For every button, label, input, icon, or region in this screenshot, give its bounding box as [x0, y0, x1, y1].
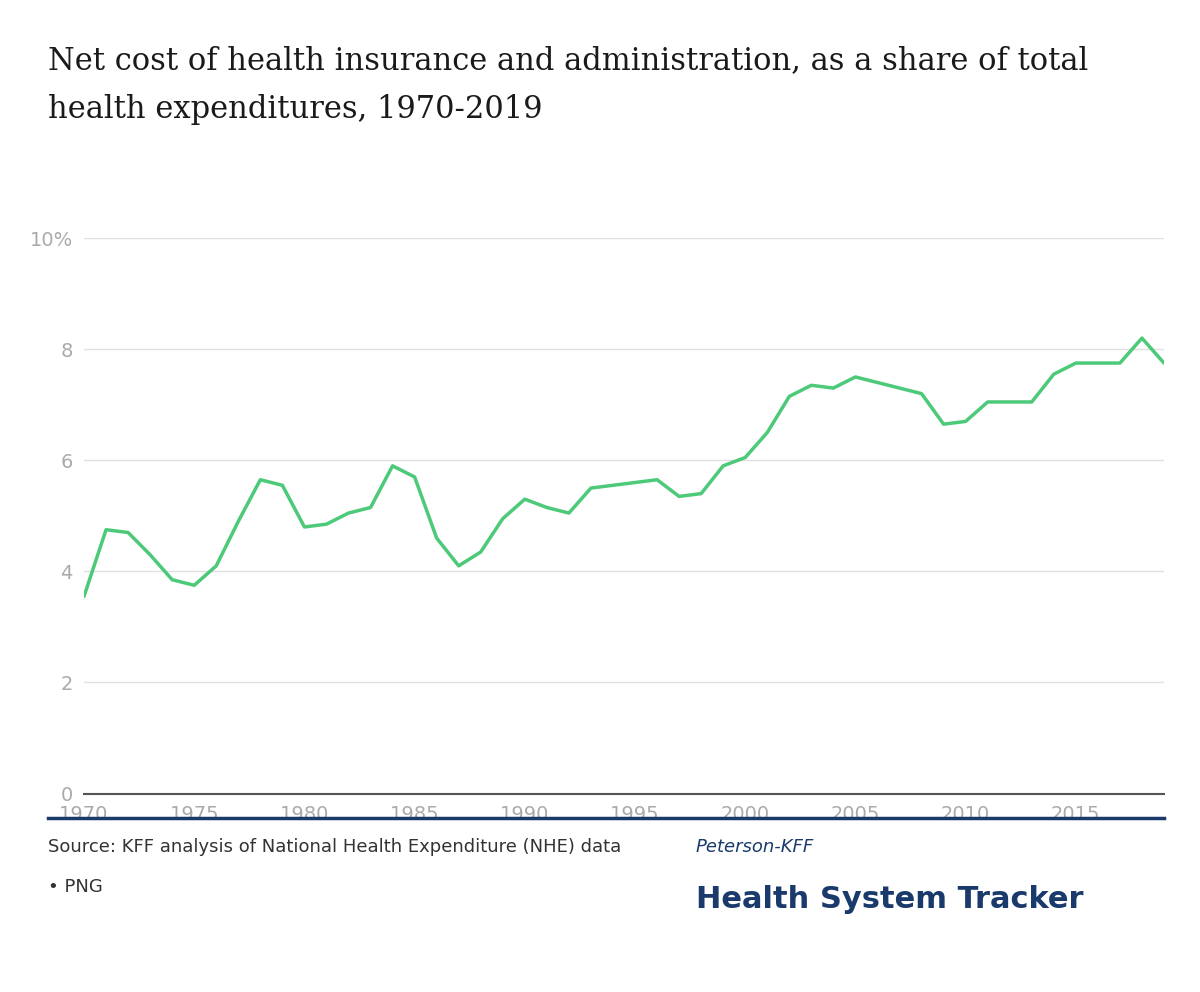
Text: Net cost of health insurance and administration, as a share of total: Net cost of health insurance and adminis… [48, 45, 1088, 75]
Text: Source: KFF analysis of National Health Expenditure (NHE) data: Source: KFF analysis of National Health … [48, 838, 622, 856]
Text: health expenditures, 1970-2019: health expenditures, 1970-2019 [48, 94, 542, 125]
Text: • PNG: • PNG [48, 878, 103, 896]
Text: Health System Tracker: Health System Tracker [696, 885, 1084, 914]
Text: Peterson-KFF: Peterson-KFF [696, 838, 815, 856]
